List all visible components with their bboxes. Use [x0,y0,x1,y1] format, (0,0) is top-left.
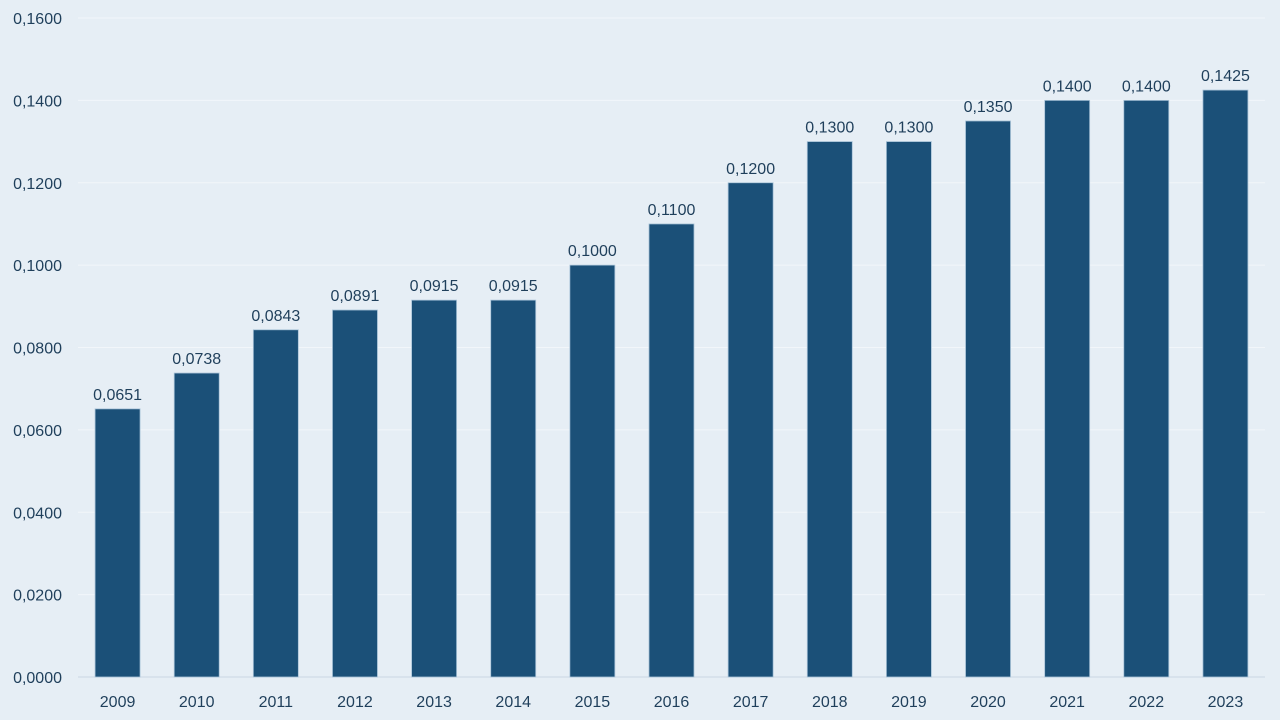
bar-2018 [806,141,853,678]
data-label: 0,1400 [1043,78,1092,95]
x-tick-label: 2022 [1129,694,1165,711]
y-tick-label: 0,1200 [13,176,62,193]
x-tick-label: 2015 [575,694,611,711]
bar-2023 [1202,89,1249,678]
y-tick-label: 0,1600 [13,11,62,28]
bar-2011 [252,329,299,678]
y-tick-label: 0,1400 [13,93,62,110]
data-label: 0,0651 [93,387,142,404]
data-label: 0,0843 [251,308,300,325]
x-tick-label: 2023 [1208,694,1244,711]
data-label: 0,0915 [489,278,538,295]
bar-2015 [569,264,616,678]
x-tick-label: 2016 [654,694,690,711]
bar-2016 [648,223,695,678]
data-label: 0,1425 [1201,68,1250,85]
data-label: 0,1100 [648,202,696,219]
bar-2020 [965,120,1011,678]
x-tick-label: 2014 [495,694,531,711]
y-tick-label: 0,0800 [13,341,62,358]
bar-2010 [173,372,220,678]
y-tick-label: 0,0200 [13,588,62,605]
x-tick-label: 2009 [100,694,136,711]
x-tick-label: 2021 [1049,694,1085,711]
data-label: 0,0738 [172,351,221,368]
y-tick-label: 0,0400 [13,505,62,522]
y-tick-label: 0,0600 [13,423,62,440]
bar-2022 [1123,99,1170,678]
x-tick-label: 2011 [259,694,294,711]
y-tick-label: 0,1000 [13,258,62,275]
y-tick-label: 0,0000 [13,670,62,687]
bar-2019 [886,141,932,678]
x-tick-label: 2010 [179,694,215,711]
data-label: 0,1350 [964,99,1013,116]
data-label: 0,1200 [726,161,775,178]
data-label: 0,1300 [884,120,933,137]
data-label: 0,1300 [805,120,854,137]
x-tick-label: 2019 [891,694,927,711]
x-tick-label: 2018 [812,694,848,711]
bar-2013 [411,299,458,678]
x-tick-label: 2012 [337,694,373,711]
bar-2012 [332,309,378,678]
bar-2014 [490,299,537,678]
data-label: 0,0915 [410,278,459,295]
data-label: 0,1000 [568,243,617,260]
x-tick-label: 2017 [733,694,769,711]
data-label: 0,1400 [1122,78,1171,95]
x-tick-label: 2020 [970,694,1006,711]
bar-2017 [727,182,774,678]
data-label: 0,0891 [330,288,379,305]
bar-2009 [94,408,141,678]
bar-2021 [1044,99,1091,678]
x-tick-label: 2013 [416,694,452,711]
